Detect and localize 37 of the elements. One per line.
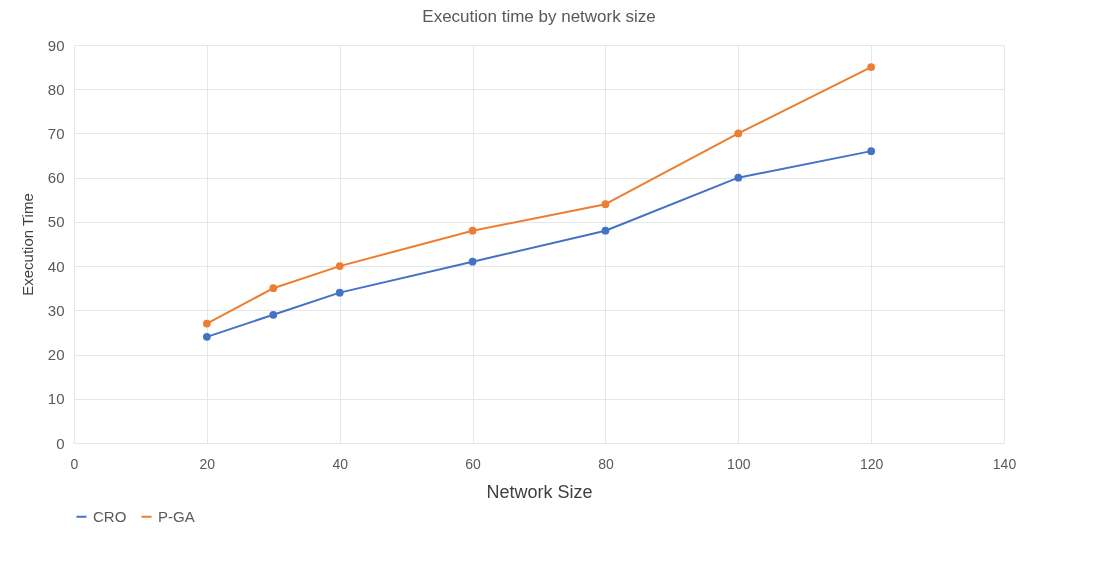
y-tick-label: 0 [56, 434, 65, 452]
y-tick-label: 20 [47, 346, 65, 364]
x-tick-label: 0 [70, 455, 79, 472]
point [269, 310, 278, 319]
point [468, 257, 477, 266]
y-tick-label: 70 [47, 124, 65, 142]
x-tick-label: 80 [598, 455, 614, 472]
y-tick-label: 90 [47, 36, 65, 54]
point [601, 200, 610, 209]
chart-title: Execution time by network size [422, 7, 656, 26]
x-tick-label: 60 [465, 455, 482, 472]
y-tick-label: 50 [47, 213, 65, 231]
point [335, 262, 344, 270]
y-tick-label: 40 [47, 257, 65, 275]
point [601, 226, 610, 235]
point [867, 63, 876, 71]
x-tick-label: 40 [332, 455, 349, 472]
y-axis-title: Execution Time [18, 193, 36, 296]
point [202, 333, 211, 341]
point [734, 173, 743, 182]
legend-label: CRO [93, 507, 127, 525]
x-tick-label: 120 [859, 455, 884, 472]
x-tick-label: 140 [992, 455, 1017, 472]
point [867, 147, 876, 155]
y-tick-label: 30 [47, 301, 65, 319]
y-tick-label: 60 [47, 169, 65, 187]
point [202, 319, 211, 328]
x-tick-label: 100 [727, 455, 751, 472]
legend-label: P-GA [158, 507, 195, 525]
x-tick-label: 20 [199, 455, 216, 472]
x-axis-title: Network Size [486, 481, 593, 502]
point [468, 226, 477, 235]
point [269, 284, 278, 293]
point [335, 288, 344, 297]
point [734, 129, 743, 138]
y-tick-label: 10 [47, 390, 65, 408]
y-tick-label: 80 [47, 80, 65, 98]
